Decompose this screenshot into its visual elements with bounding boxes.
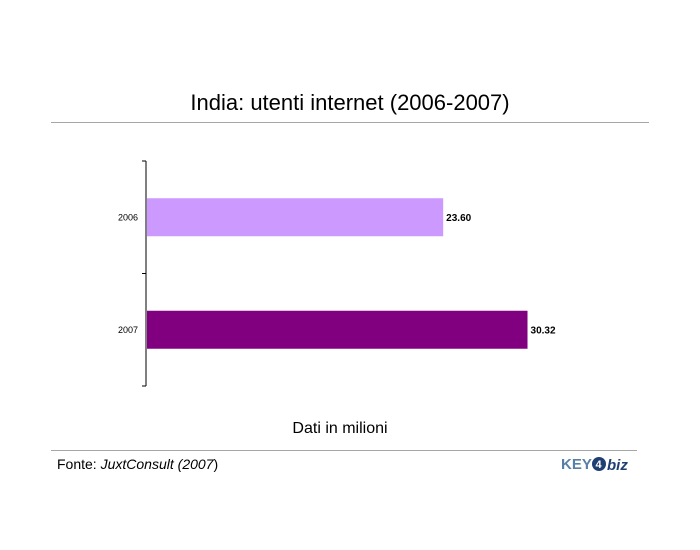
title-divider bbox=[51, 122, 649, 123]
source-paren-open: ( bbox=[173, 456, 183, 472]
source-prefix: Fonte: bbox=[57, 456, 101, 472]
bar-2006 bbox=[147, 198, 444, 237]
bar-2007 bbox=[147, 310, 528, 349]
chart-title: India: utenti internet (2006-2007) bbox=[190, 90, 510, 115]
y-tick-label: 2006 bbox=[118, 212, 138, 222]
key4biz-logo: KEY 4 biz bbox=[561, 456, 628, 474]
source-paren-close: ) bbox=[213, 456, 219, 472]
logo-text-biz: biz bbox=[607, 457, 628, 474]
source-year: 2007 bbox=[182, 456, 214, 472]
source-note: Fonte: JuxtConsult (2007) bbox=[57, 456, 218, 472]
logo-badge bbox=[592, 457, 606, 471]
data-label: 23.60 bbox=[446, 213, 471, 224]
logo-text-key: KEY bbox=[561, 456, 592, 473]
source-name: JuxtConsult bbox=[100, 456, 174, 472]
x-axis-label: Dati in milioni bbox=[292, 420, 388, 437]
logo-text-4: 4 bbox=[596, 459, 603, 471]
footer-divider bbox=[51, 450, 637, 451]
data-label: 30.32 bbox=[531, 325, 556, 336]
y-tick-label: 2007 bbox=[118, 325, 138, 335]
